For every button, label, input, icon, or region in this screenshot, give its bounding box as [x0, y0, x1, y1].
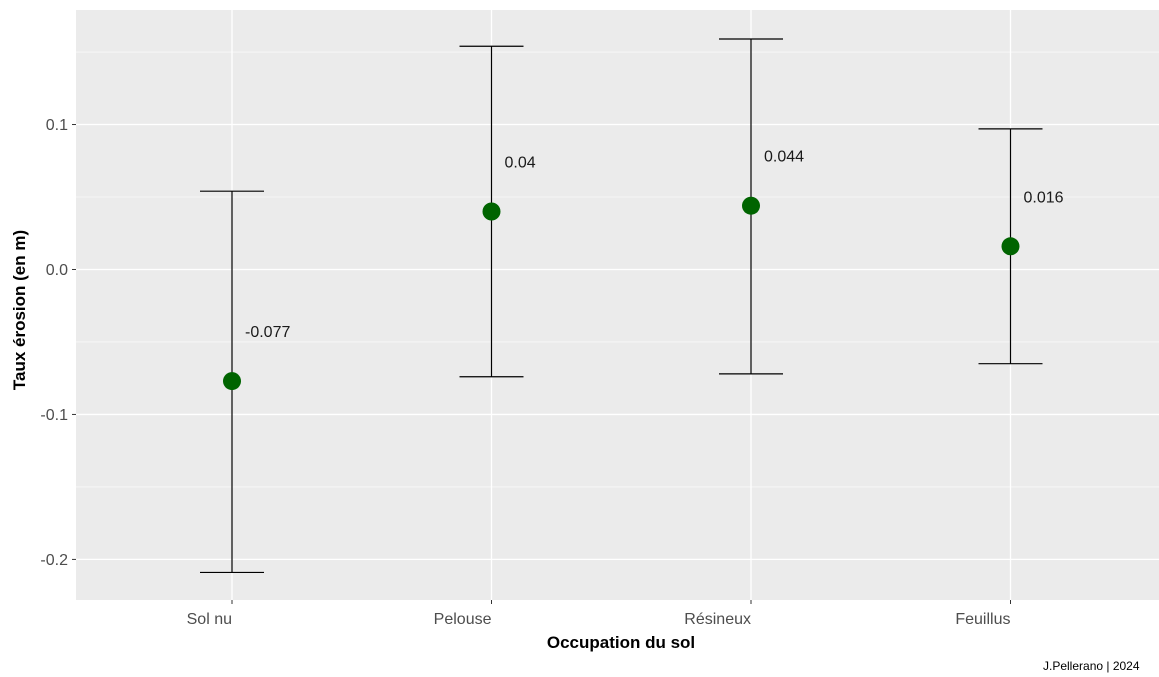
x-axis-ticks: Sol nu Pelouse Résineux Feuillus — [187, 600, 1011, 628]
y-tick-label: 0.1 — [46, 117, 68, 134]
data-label: 0.044 — [764, 149, 804, 166]
data-label: 0.016 — [1024, 189, 1064, 206]
y-axis-ticks: -0.2 -0.1 0.0 0.1 — [40, 117, 76, 569]
x-tick-label: Feuillus — [955, 611, 1010, 628]
data-point — [482, 202, 501, 221]
data-point — [223, 372, 241, 391]
y-axis-title: Taux érosion (en m) — [10, 230, 29, 390]
x-axis-title: Occupation du sol — [547, 633, 695, 652]
data-point — [742, 196, 760, 215]
y-tick-label: -0.1 — [40, 407, 68, 424]
x-tick-label: Pelouse — [434, 611, 492, 628]
data-point — [1001, 237, 1020, 256]
x-tick-label: Sol nu — [187, 611, 232, 628]
data-points — [223, 196, 1020, 391]
y-tick-label: -0.2 — [40, 552, 68, 569]
panel-background — [76, 10, 1159, 600]
minor-gridlines — [76, 51, 1159, 488]
data-labels: -0.077 0.04 0.044 0.016 — [245, 149, 1064, 341]
caption: J.Pellerano | 2024 — [1043, 659, 1140, 673]
data-label: -0.077 — [245, 324, 290, 341]
y-tick-label: 0.0 — [46, 262, 68, 279]
x-tick-label: Résineux — [684, 611, 751, 628]
data-label: 0.04 — [505, 154, 536, 171]
